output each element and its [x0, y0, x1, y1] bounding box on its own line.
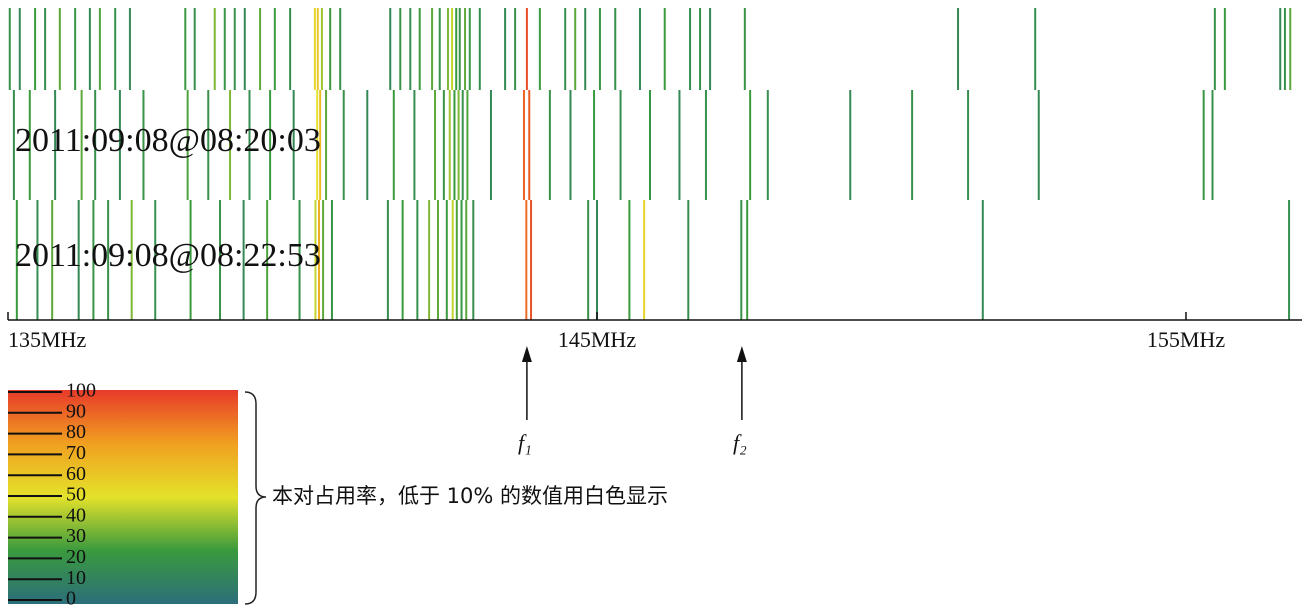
arrow-head [736, 346, 747, 362]
brace [244, 391, 267, 605]
colorbar-tick-label: 40 [66, 504, 86, 526]
colorbar-tick-label: 60 [66, 463, 86, 485]
row-timestamp: 2011:09:08@08:20:03 [15, 122, 321, 159]
colorbar-tick-label: 20 [66, 546, 86, 568]
overlay: 2011:09:08@08:20:03 2011:09:08@08:22:53 13… [7, 122, 1302, 352]
row-timestamp: 2011:09:08@08:22:53 [15, 237, 321, 274]
annotation-label: f₂ [733, 430, 747, 455]
colorbar-tick-label: 80 [66, 421, 86, 443]
colorbar-tick-label: 30 [66, 525, 86, 547]
colorbar-caption: 本对占用率，低于 10% 的数值用白色显示 [272, 484, 668, 508]
colorbar-tick-label: 100 [66, 380, 96, 402]
colorbar-tick-label: 70 [66, 442, 86, 464]
arrow-head [521, 346, 532, 362]
colorbar-tick-label: 10 [66, 567, 86, 589]
colorbar-tick-label: 90 [66, 400, 86, 422]
colorbar-tick-label: 0 [66, 588, 76, 608]
annotation-label: f₁ [518, 430, 532, 455]
colorbar-tick-label: 50 [66, 484, 86, 506]
x-tick-label: 155MHz [1147, 327, 1225, 352]
x-tick-label: 135MHz [8, 327, 86, 352]
occupancy-lines [8, 8, 1292, 320]
x-tick-label: 145MHz [558, 327, 636, 352]
